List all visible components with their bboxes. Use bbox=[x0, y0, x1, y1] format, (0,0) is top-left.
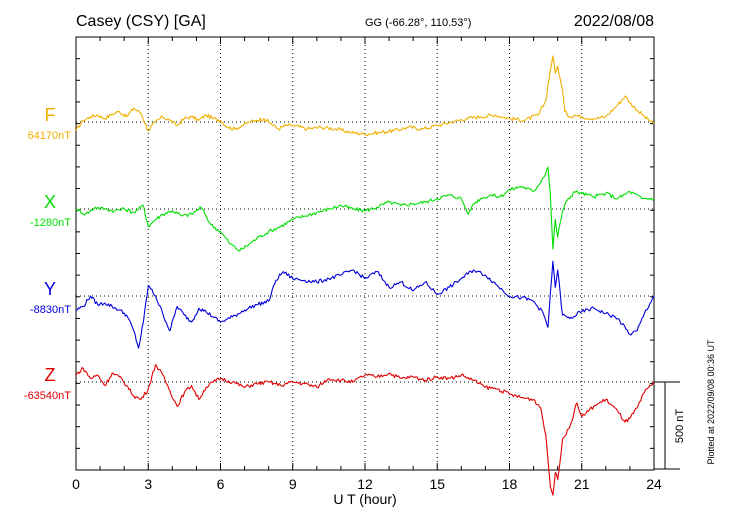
plotted-timestamp: Plotted at 2022/09/08 00:36 UT bbox=[706, 339, 716, 465]
x-tick-label: 21 bbox=[574, 476, 590, 492]
series-z-baseline-label: -63540nT bbox=[24, 390, 71, 402]
series-f-line bbox=[75, 55, 655, 137]
station-title: Casey (CSY) [GA] bbox=[76, 13, 206, 30]
series-y-baseline-label: -8830nT bbox=[30, 304, 71, 316]
series-z-name: Z bbox=[45, 365, 56, 385]
x-tick-label: 12 bbox=[357, 476, 373, 492]
series-y-line bbox=[76, 260, 655, 349]
series-x-line bbox=[75, 166, 655, 252]
series-f-baseline-label: 64170nT bbox=[28, 130, 72, 142]
scale-bar bbox=[654, 381, 680, 470]
series-y-name: Y bbox=[44, 279, 56, 299]
date-label: 2022/08/08 bbox=[574, 13, 654, 30]
x-axis-label: U T (hour) bbox=[333, 491, 396, 507]
grid bbox=[76, 37, 654, 470]
series-x-baseline-label: -1280nT bbox=[30, 217, 71, 229]
x-tick-label: 3 bbox=[144, 476, 152, 492]
series-group: F 64170nT X -1280nT Y -8830nT Z -63540nT bbox=[24, 55, 655, 496]
x-tick-label: 24 bbox=[646, 476, 662, 492]
x-tick-label: 18 bbox=[502, 476, 518, 492]
x-tick-label: 6 bbox=[217, 476, 225, 492]
scale-bar-label: 500 nT bbox=[674, 409, 686, 444]
series-x-name: X bbox=[44, 192, 56, 212]
x-tick-label: 15 bbox=[429, 476, 445, 492]
series-f-name: F bbox=[45, 105, 56, 125]
series-z-line bbox=[75, 364, 655, 496]
x-axis: 0 3 6 9 12 15 18 21 24 bbox=[72, 37, 662, 492]
x-tick-label: 9 bbox=[289, 476, 297, 492]
x-tick-label: 0 bbox=[72, 476, 80, 492]
coordinates-label: GG (-66.28°, 110.53°) bbox=[365, 17, 471, 29]
